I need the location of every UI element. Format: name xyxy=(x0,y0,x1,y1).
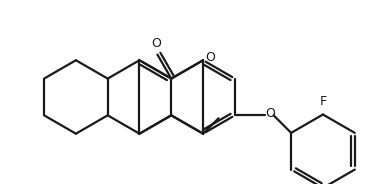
Text: O: O xyxy=(205,51,215,64)
Text: O: O xyxy=(265,107,276,120)
Text: F: F xyxy=(319,95,327,107)
Text: O: O xyxy=(151,37,161,50)
